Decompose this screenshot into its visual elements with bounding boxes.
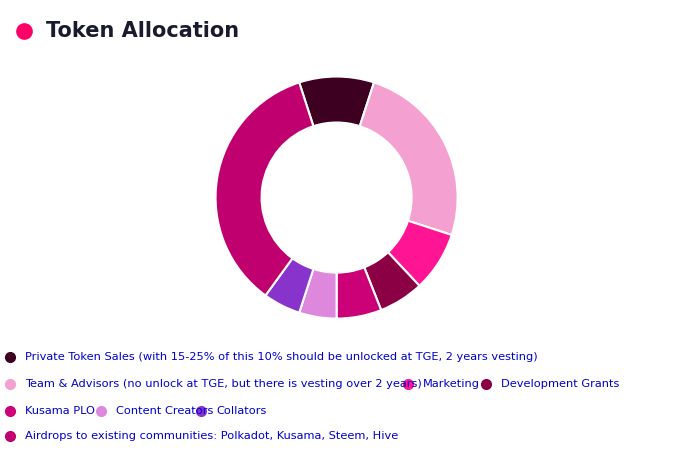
Wedge shape xyxy=(299,269,337,319)
Wedge shape xyxy=(364,252,420,310)
Text: Private Token Sales (with 15-25% of this 10% should be unlocked at TGE, 2 years : Private Token Sales (with 15-25% of this… xyxy=(25,352,538,362)
Wedge shape xyxy=(216,83,313,295)
Text: Team & Advisors (no unlock at TGE, but there is vesting over 2 years): Team & Advisors (no unlock at TGE, but t… xyxy=(25,379,422,389)
Text: Marketing: Marketing xyxy=(423,379,480,389)
Text: Kusama PLO: Kusama PLO xyxy=(25,406,95,416)
Wedge shape xyxy=(299,76,374,126)
Circle shape xyxy=(270,131,403,264)
Wedge shape xyxy=(265,258,313,313)
Wedge shape xyxy=(337,267,381,319)
Text: Airdrops to existing communities: Polkadot, Kusama, Steem, Hive: Airdrops to existing communities: Polkad… xyxy=(25,431,398,441)
Text: Content Creators: Content Creators xyxy=(116,406,213,416)
Wedge shape xyxy=(360,83,458,235)
Text: Development Grants: Development Grants xyxy=(501,379,619,389)
Wedge shape xyxy=(388,221,452,286)
Text: Collators: Collators xyxy=(216,406,267,416)
Text: Token Allocation: Token Allocation xyxy=(46,22,239,41)
